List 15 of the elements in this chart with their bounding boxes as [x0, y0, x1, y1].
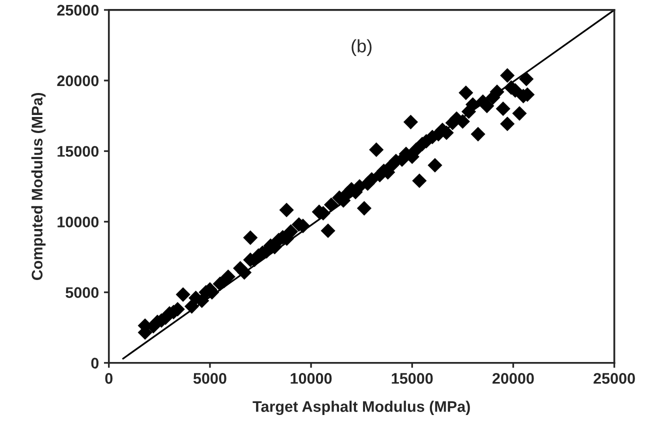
y-axis-title: Computed Modulus (MPa) — [31, 92, 46, 280]
y-tick-label: 20000 — [57, 75, 99, 86]
y-tick-label: 10000 — [58, 216, 99, 228]
x-tick-label: 10000 — [290, 373, 332, 384]
x-tick-label: 20000 — [492, 373, 534, 384]
x-tick-label: 5000 — [193, 373, 226, 384]
y-tick-label: 25000 — [57, 4, 99, 16]
annotation: (b) — [352, 39, 372, 56]
y-tick-label: 5000 — [66, 287, 99, 298]
x-tick-label: 15000 — [392, 373, 433, 384]
x-tick-label: 25000 — [594, 373, 635, 384]
x-axis-title: Target Asphalt Modulus (MPa) — [252, 400, 470, 416]
x-tick-label: 0 — [105, 373, 112, 384]
y-tick-label: 0 — [91, 358, 99, 369]
y-tick-label: 15000 — [58, 146, 99, 157]
